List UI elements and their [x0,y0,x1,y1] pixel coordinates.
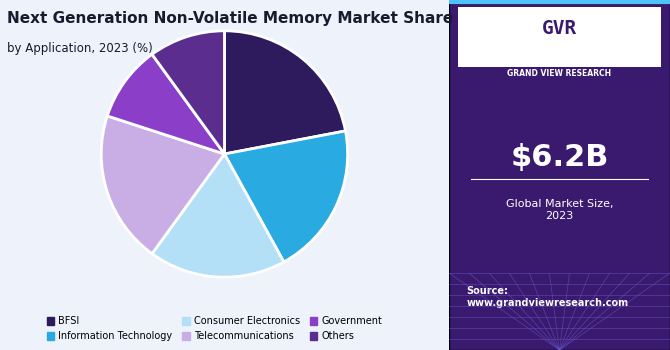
Text: Source:
www.grandviewresearch.com: Source: www.grandviewresearch.com [466,286,628,308]
Wedge shape [224,31,346,154]
Text: $6.2B: $6.2B [511,143,608,172]
Wedge shape [101,116,224,254]
Wedge shape [224,131,348,262]
FancyBboxPatch shape [458,7,661,66]
Text: Global Market Size,
2023: Global Market Size, 2023 [506,199,613,221]
Wedge shape [152,31,224,154]
Text: by Application, 2023 (%): by Application, 2023 (%) [7,42,153,55]
Text: GRAND VIEW RESEARCH: GRAND VIEW RESEARCH [507,69,612,78]
FancyBboxPatch shape [449,0,670,350]
Wedge shape [107,54,224,154]
Wedge shape [152,154,284,277]
Text: Next Generation Non-Volatile Memory Market Share: Next Generation Non-Volatile Memory Mark… [7,10,453,26]
Text: GVR: GVR [542,19,577,37]
Legend: BFSI, Information Technology, Consumer Electronics, Telecommunications, Governme: BFSI, Information Technology, Consumer E… [43,313,386,345]
